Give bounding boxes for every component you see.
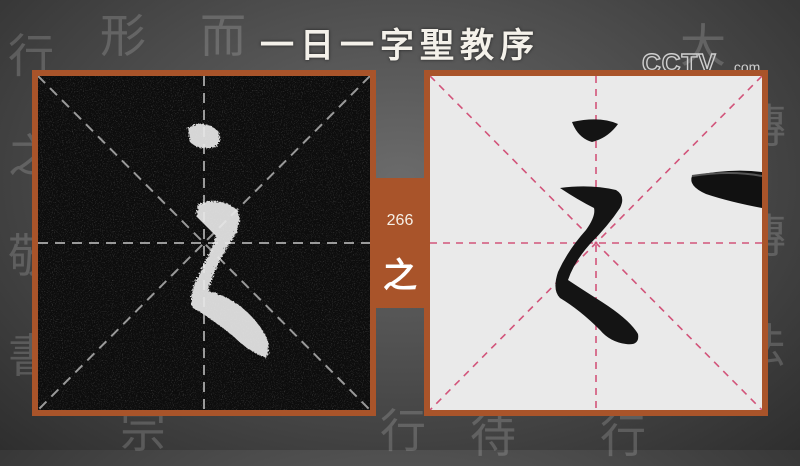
handwriting-image — [430, 76, 762, 410]
rubbing-panel — [32, 70, 376, 416]
brush-pen-image — [691, 170, 762, 208]
handwriting-panel — [424, 70, 768, 416]
page-title: 一日一字聖教序 — [260, 26, 540, 66]
character-label-tab: 266 之 — [376, 178, 424, 308]
handwriting-graphic — [430, 76, 762, 410]
brush-character — [555, 119, 639, 345]
rubbing-image — [38, 76, 370, 410]
character-number: 266 — [386, 212, 414, 229]
rubbing-character — [188, 123, 269, 358]
rubbing-graphic — [38, 76, 370, 410]
character-glyph: 之 — [383, 256, 417, 296]
